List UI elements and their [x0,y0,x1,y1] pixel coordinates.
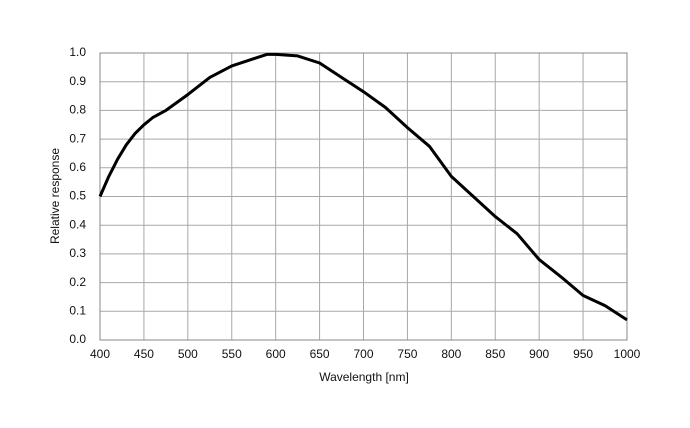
x-tick-label: 450 [134,347,154,361]
y-tick-label: 0.2 [69,275,86,289]
x-tick-label: 900 [529,347,549,361]
y-tick-label: 0.9 [69,74,86,88]
x-tick-label: 650 [310,347,330,361]
x-tick-label: 500 [178,347,198,361]
x-tick-label: 800 [441,347,461,361]
response-curve [98,52,628,322]
x-axis-label: Wavelength [nm] [319,370,409,384]
y-tick-label: 0.4 [69,217,86,231]
y-tick-label: 0.3 [69,246,86,260]
x-tick-label: 600 [266,347,286,361]
x-tick-label: 700 [353,347,373,361]
x-tick-label: 400 [90,347,110,361]
y-tick-label: 0.6 [69,160,86,174]
y-tick-label: 0.5 [69,189,86,203]
x-tick-label: 950 [573,347,593,361]
x-tick-label: 850 [485,347,505,361]
y-tick-label: 0.8 [69,103,86,117]
y-tick-label: 0.7 [69,131,86,145]
y-tick-label: 0.1 [69,303,86,317]
y-axis-label: Relative response [48,148,62,244]
x-tick-label: 550 [222,347,242,361]
y-tick-label: 0.0 [69,332,86,346]
y-tick-label: 1.0 [69,45,86,59]
x-tick-label: 750 [397,347,417,361]
x-tick-label: 1000 [614,347,641,361]
